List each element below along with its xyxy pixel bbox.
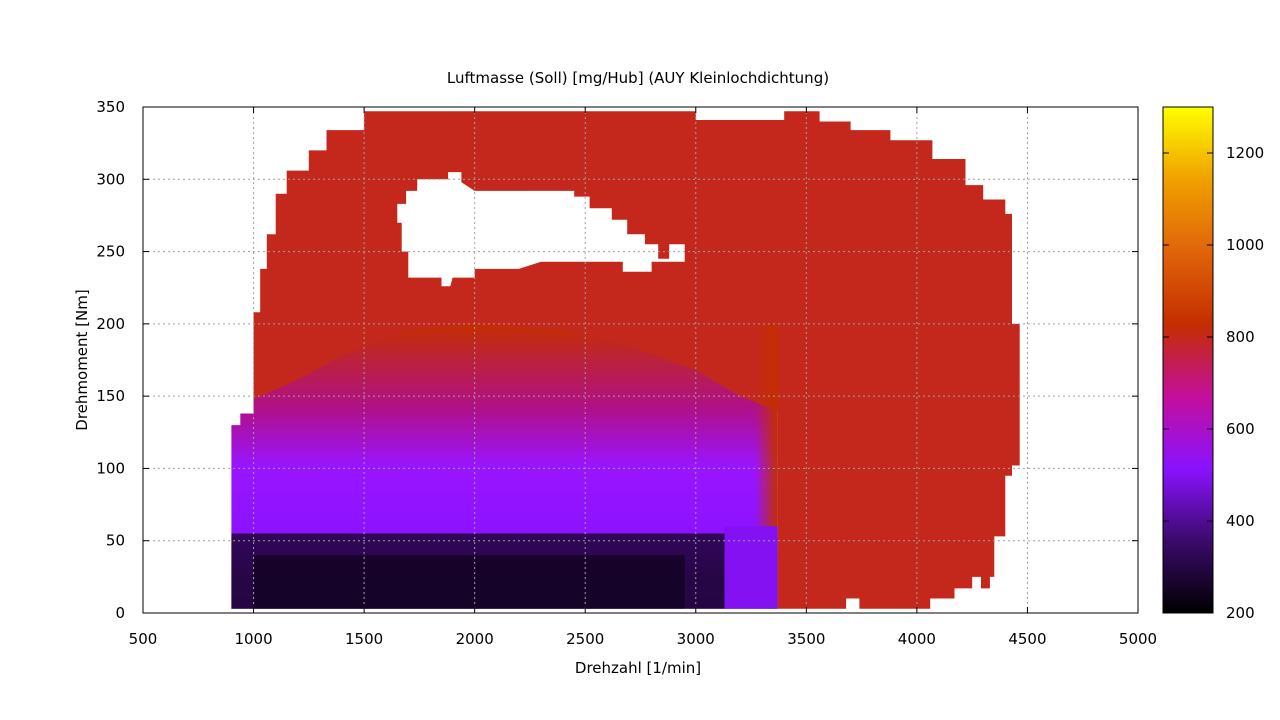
colorbar-tick-label: 800	[1226, 328, 1255, 346]
heatmap-data-area	[231, 111, 1020, 609]
y-tick-label: 100	[96, 459, 125, 477]
y-tick-label: 0	[115, 604, 125, 622]
y-tick-label: 150	[96, 387, 125, 405]
y-tick-label: 350	[96, 98, 125, 116]
y-axis-ticks: 0 50 100 150 200 250 300 350	[96, 98, 1138, 622]
colorbar: 200 400 600 800 1000 1200	[1162, 106, 1264, 622]
x-tick-label: 4000	[898, 630, 936, 648]
y-tick-label: 50	[106, 532, 125, 550]
x-axis-ticks: 500 1000 1500 2000 2500 3000 3500 4000 4500 5000	[129, 107, 1157, 648]
colorbar-tick-label: 200	[1226, 604, 1255, 622]
y-tick-label: 300	[96, 170, 125, 188]
low-transition-region	[724, 526, 778, 609]
y-tick-label: 250	[96, 243, 125, 261]
x-tick-label: 2000	[456, 630, 494, 648]
missing-data-region	[397, 172, 685, 287]
y-tick-label: 200	[96, 315, 125, 333]
x-tick-label: 4500	[1008, 630, 1046, 648]
x-tick-label: 3500	[787, 630, 825, 648]
colorbar-tick-label: 600	[1226, 420, 1255, 438]
plot-border	[142, 106, 1139, 614]
colorbar-tick-label: 1200	[1226, 144, 1264, 162]
chart-title: Luftmasse (Soll) [mg/Hub] (AUY Kleinloch…	[447, 69, 829, 87]
colorbar-tick-label: 1000	[1226, 236, 1264, 254]
x-tick-label: 1500	[345, 630, 383, 648]
x-axis-label: Drehzahl [1/min]	[575, 659, 701, 677]
lowest-load-region	[253, 555, 685, 609]
grid-lines	[143, 107, 1138, 613]
x-tick-label: 2500	[566, 630, 604, 648]
x-tick-label: 3000	[677, 630, 715, 648]
x-tick-label: 1000	[234, 630, 272, 648]
x-tick-label: 5000	[1119, 630, 1157, 648]
colorbar-tick-label: 400	[1226, 512, 1255, 530]
colorbar-gradient	[1162, 106, 1214, 614]
y-axis-label: Drehmoment [Nm]	[73, 289, 91, 430]
x-tick-label: 500	[129, 630, 158, 648]
